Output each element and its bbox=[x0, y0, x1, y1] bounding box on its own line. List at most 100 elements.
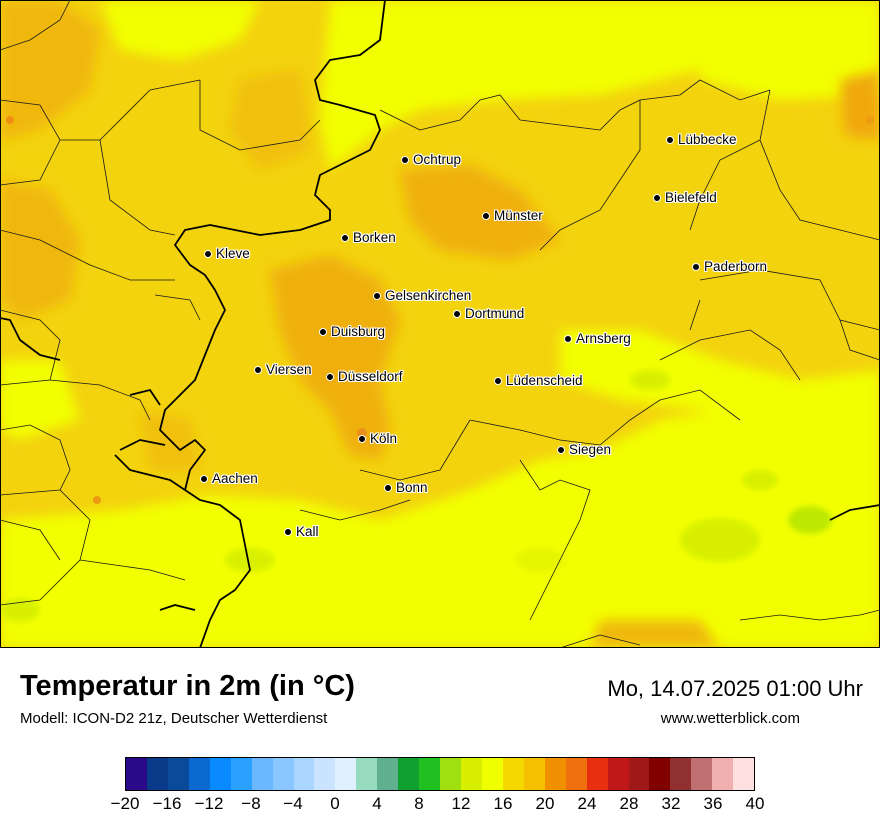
city-dot-icon bbox=[204, 249, 212, 258]
legend-swatch bbox=[440, 758, 461, 790]
city-label: Köln bbox=[370, 431, 398, 446]
legend-tick-label: 4 bbox=[372, 794, 382, 813]
legend-tick-label: 20 bbox=[535, 794, 555, 813]
color-scale-legend bbox=[125, 757, 755, 791]
city-label: Lübbecke bbox=[678, 132, 737, 147]
light-temperature-zones bbox=[0, 0, 880, 648]
city-label: Gelsenkirchen bbox=[385, 288, 472, 303]
city-dot-icon bbox=[341, 233, 349, 242]
city-marker: Lüdenscheid bbox=[494, 373, 583, 388]
legend-swatch bbox=[565, 758, 587, 790]
city-label: Aachen bbox=[212, 471, 258, 486]
city-dot-icon bbox=[326, 372, 334, 381]
city-marker: Viersen bbox=[254, 362, 312, 377]
legend-tick-label: 36 bbox=[703, 794, 723, 813]
legend-tick-label: −8 bbox=[241, 794, 261, 813]
legend-swatch bbox=[272, 758, 294, 790]
state-borders bbox=[0, 0, 880, 648]
city-marker: Münster bbox=[482, 208, 543, 223]
city-label: Arnsberg bbox=[576, 331, 631, 346]
city-dot-icon bbox=[319, 327, 327, 336]
city-marker: Kleve bbox=[204, 246, 250, 261]
legend-tick-label: 16 bbox=[493, 794, 513, 813]
city-marker: Lübbecke bbox=[666, 132, 737, 147]
legend-swatch bbox=[419, 758, 441, 790]
city-dot-icon bbox=[692, 262, 700, 271]
city-marker: Paderborn bbox=[692, 259, 767, 274]
city-dot-icon bbox=[482, 211, 490, 220]
legend-tick-label: 28 bbox=[619, 794, 639, 813]
city-label: Lüdenscheid bbox=[506, 373, 583, 388]
legend-swatch bbox=[146, 758, 168, 790]
legend-tick-label: −12 bbox=[194, 794, 224, 813]
city-marker: Ochtrup bbox=[401, 152, 461, 167]
city-label: Ochtrup bbox=[413, 152, 462, 167]
legend-tick-label: 8 bbox=[414, 794, 424, 813]
city-dot-icon bbox=[200, 474, 208, 483]
city-dot-icon bbox=[653, 193, 661, 202]
city-label: Düsseldorf bbox=[338, 369, 403, 384]
city-marker: Bonn bbox=[384, 480, 428, 495]
city-label: Münster bbox=[494, 208, 543, 223]
city-label: Siegen bbox=[569, 442, 612, 457]
legend-swatch bbox=[377, 758, 399, 790]
city-dot-icon bbox=[557, 445, 565, 454]
legend-swatch bbox=[649, 758, 671, 790]
city-marker: Köln bbox=[358, 431, 397, 446]
city-dot-icon bbox=[564, 334, 572, 343]
city-label: Duisburg bbox=[331, 324, 386, 339]
city-label: Dortmund bbox=[465, 306, 525, 321]
legend-swatch bbox=[628, 758, 650, 790]
city-marker: Duisburg bbox=[319, 324, 385, 339]
city-label: Bielefeld bbox=[665, 190, 717, 205]
city-marker: Dortmund bbox=[453, 306, 524, 321]
legend-swatch bbox=[481, 758, 503, 790]
legend-tick-label: 40 bbox=[745, 794, 765, 813]
legend-swatch bbox=[607, 758, 629, 790]
legend-swatch bbox=[251, 758, 273, 790]
map-title: Temperatur in 2m (in °C) bbox=[20, 670, 355, 702]
city-label: Viersen bbox=[266, 362, 312, 377]
city-dot-icon bbox=[453, 309, 461, 318]
legend-swatch bbox=[335, 758, 357, 790]
city-label: Kleve bbox=[216, 246, 250, 261]
legend-swatch bbox=[356, 758, 378, 790]
city-marker: Borken bbox=[341, 230, 396, 245]
city-dot-icon bbox=[666, 135, 674, 144]
city-marker: Siegen bbox=[557, 442, 611, 457]
city-marker: Arnsberg bbox=[564, 331, 631, 346]
city-dot-icon bbox=[358, 434, 366, 443]
city-dot-icon bbox=[284, 527, 292, 536]
legend-swatch bbox=[523, 758, 545, 790]
legend-swatch bbox=[167, 758, 189, 790]
city-dot-icon bbox=[494, 376, 502, 385]
city-dot-icon bbox=[401, 155, 409, 164]
city-dot-icon bbox=[384, 483, 392, 492]
legend-swatch bbox=[670, 758, 692, 790]
city-marker: Kall bbox=[284, 524, 319, 539]
legend-tick-label: 0 bbox=[330, 794, 340, 813]
city-marker: Aachen bbox=[200, 471, 258, 486]
legend-tick-label: 12 bbox=[451, 794, 471, 813]
legend-tick-label: 24 bbox=[577, 794, 597, 813]
map-footer: Temperatur in 2m (in °C) Modell: ICON-D2… bbox=[0, 648, 880, 830]
warm-temperature-zones bbox=[0, 0, 880, 648]
city-marker: Bielefeld bbox=[653, 190, 717, 205]
legend-tick-label: −16 bbox=[152, 794, 182, 813]
map-canvas bbox=[0, 0, 880, 648]
legend-swatch bbox=[293, 758, 315, 790]
district-borders bbox=[0, 0, 880, 648]
city-label: Paderborn bbox=[704, 259, 768, 274]
city-label: Kall bbox=[296, 524, 319, 539]
legend-swatch bbox=[691, 758, 713, 790]
legend-swatch bbox=[461, 758, 482, 790]
legend-swatch bbox=[712, 758, 734, 790]
legend-swatch bbox=[188, 758, 210, 790]
website-link[interactable]: www.wetterblick.com bbox=[660, 710, 800, 727]
legend-swatch bbox=[209, 758, 231, 790]
legend-tick-labels: −20 −16 −12 −8 −4 0 4 8 12 16 20 24 28 32 36 40 bbox=[111, 794, 765, 818]
forecast-datetime: Mo, 14.07.2025 01:00 Uhr bbox=[607, 676, 863, 701]
legend-tick-label: −4 bbox=[283, 794, 303, 813]
city-marker: Gelsenkirchen bbox=[373, 288, 471, 303]
legend-tick-label: −20 bbox=[110, 794, 140, 813]
